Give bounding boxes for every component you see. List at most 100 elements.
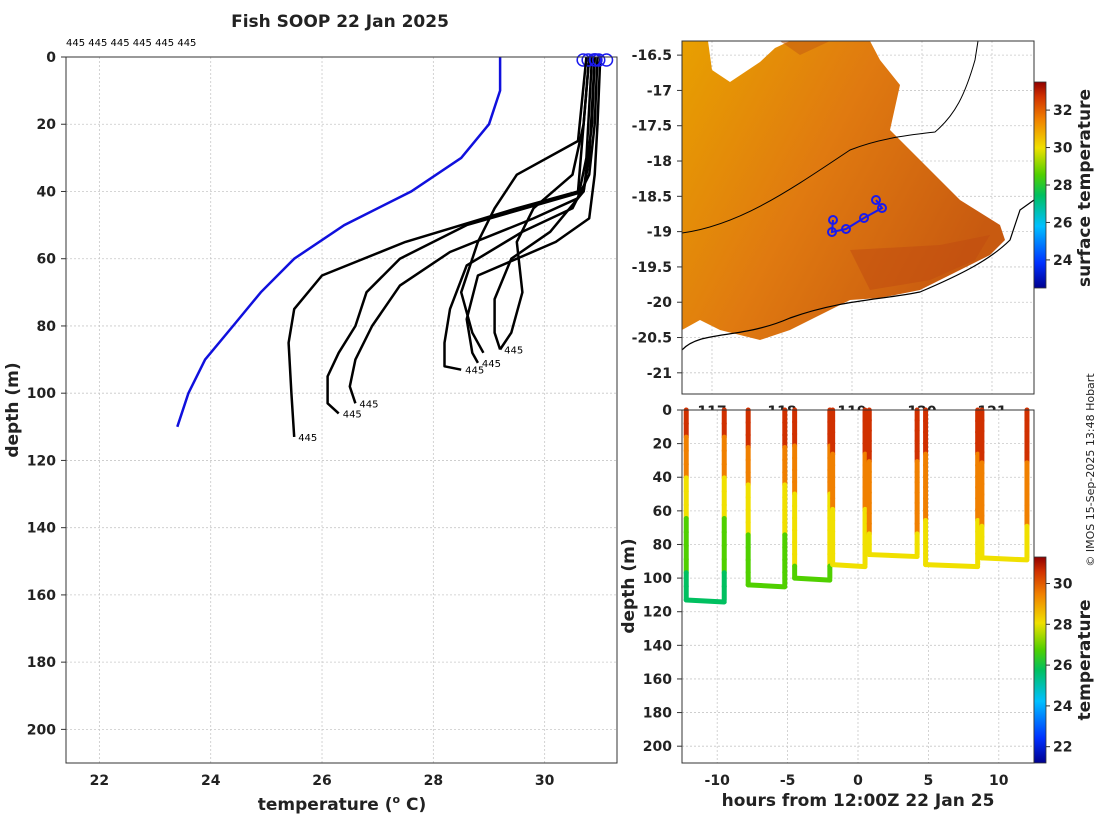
depth-time-ytick-label: 120: [643, 605, 672, 621]
track-line: [830, 199, 884, 234]
profile-end-label: 445: [482, 359, 501, 370]
map-ytick-label: -19.5: [632, 260, 672, 276]
profile-xtick-label: 22: [90, 773, 109, 789]
profile-ytick-label: 0: [46, 50, 56, 66]
track-point: [859, 213, 869, 223]
track-point: [871, 195, 881, 205]
map-ytick-label: -19: [647, 225, 672, 241]
cast-bottom-segment: [923, 562, 981, 570]
map-ytick-label: -20.5: [632, 331, 672, 347]
cast-bottom-segment: [683, 597, 727, 605]
profile-xtick-label: 28: [424, 773, 443, 789]
map-ytick-label: -16.5: [632, 48, 672, 64]
temperature-colorbar-ticks: 30 28 26 24 22: [1046, 577, 1073, 756]
profile-ytick-label: 40: [37, 184, 57, 200]
profile-ytick-label: 200: [27, 722, 56, 738]
map-ytick-label: -17: [647, 83, 672, 99]
cast-bottom-segment: [979, 555, 1030, 563]
vessel-track: [827, 195, 887, 237]
depth-time-ytick-label: 80: [653, 537, 673, 553]
depth-time-ytick-label: 60: [653, 504, 673, 520]
temperature-colorbar-label: temperature: [1075, 599, 1095, 720]
cast-bottom-segment: [866, 552, 920, 560]
profile-end-label: 445: [359, 399, 378, 410]
depth-time-xtick-label: -10: [705, 773, 731, 789]
depth-time-ytick-label: 40: [653, 470, 673, 486]
track-point: [828, 215, 838, 225]
profile-ytick-label: 80: [37, 319, 57, 335]
depth-time-ytick-label: 200: [643, 739, 672, 755]
temperature-colorbar: [1033, 556, 1047, 764]
profile-xtick-label: 30: [535, 773, 555, 789]
bathymetry-contour: [682, 41, 979, 234]
profile-frame: [65, 56, 618, 764]
profile-line: [348, 56, 594, 404]
profile-end-label: 445: [465, 366, 484, 377]
profile-end-label: 445: [343, 409, 362, 420]
depth-time-xtick-label: 5: [924, 773, 934, 789]
sst-field: [682, 41, 1034, 351]
profile-end-label: 445: [504, 345, 523, 356]
sst-colorbar-label: surface temperature: [1075, 89, 1095, 287]
map-ytick-label: -18: [647, 154, 672, 170]
cast-bottom-segment: [745, 582, 788, 590]
map-ytick-label: -17.5: [632, 119, 672, 135]
profile-xtick-label: 24: [201, 773, 221, 789]
profile-xtick-label: 26: [312, 773, 331, 789]
profile-ytick-label: 140: [27, 521, 56, 537]
depth-time-xtick-label: 10: [989, 773, 1009, 789]
profile-line: [493, 56, 596, 350]
depth-time-xtick-label: 0: [853, 773, 863, 789]
climatology-line: [176, 57, 502, 428]
temperature-colorbar-tick-label: 26: [1053, 658, 1072, 674]
profile-line: [443, 56, 599, 371]
sst-warm-patch: [780, 41, 830, 55]
track-point: [877, 203, 887, 213]
profile-ytick-label: 20: [37, 117, 57, 133]
profile-ytick-label: 160: [27, 588, 56, 604]
profile-start-marker: [591, 53, 606, 67]
profile-ticks: 22 24 26 28 30 0 20 40 60 80 100 120 140 160 180 200: [27, 50, 555, 789]
profile-xlabel: temperature (o C): [258, 793, 427, 815]
sst-colorbar-ticks: 32 30 28 26 24: [1046, 103, 1073, 269]
profile-ylabel: depth (m): [3, 362, 23, 457]
profile-plot-area: [66, 57, 617, 763]
temperature-colorbar-tick-label: 24: [1053, 699, 1073, 715]
depth-time-ytick-label: 100: [643, 571, 672, 587]
profile-end-label: 445: [298, 433, 317, 444]
depth-time-ytick-label: 160: [643, 672, 672, 688]
depth-time-ytick-label: 0: [662, 403, 672, 419]
profile-ytick-label: 120: [27, 453, 56, 469]
depth-time-ytick-label: 20: [653, 437, 673, 453]
sst-colorbar: [1033, 81, 1047, 289]
figure-title: Fish SOOP 22 Jan 2025: [231, 12, 449, 32]
profile-xlabel-sup: o: [393, 793, 401, 806]
profile-line: [465, 56, 602, 364]
depth-time-ylabel: depth (m): [619, 538, 639, 633]
depth-time-ytick-label: 180: [643, 706, 672, 722]
sst-colorbar-tick-label: 24: [1053, 253, 1073, 269]
profile-start-marker: [588, 53, 603, 67]
sst-warm-patch-2: [850, 235, 990, 290]
profile-line: [499, 56, 591, 351]
coastline: [682, 199, 1034, 351]
profile-xlabel-main: temperature (: [258, 795, 393, 815]
profile-ytick-label: 60: [37, 252, 57, 268]
sst-colorbar-tick-label: 32: [1053, 103, 1072, 119]
temperature-colorbar-tick-label: 22: [1053, 740, 1072, 756]
profile-line: [459, 56, 588, 354]
depth-time-casts: [683, 407, 1030, 605]
depth-time-ytick-label: 140: [643, 638, 672, 654]
depth-time-xlabel: hours from 12:00Z 22 Jan 25: [722, 791, 995, 811]
profile-grid: [66, 56, 617, 763]
profile-ytick-label: 100: [27, 386, 56, 402]
cast-bottom-segment: [792, 575, 833, 583]
profile-top-labels: 445 445 445 445 445 445: [66, 38, 196, 49]
credit-text: © IMOS 15-Sep-2025 13:48 Hobart: [1084, 373, 1097, 567]
depth-time-xtick-label: -5: [780, 773, 796, 789]
